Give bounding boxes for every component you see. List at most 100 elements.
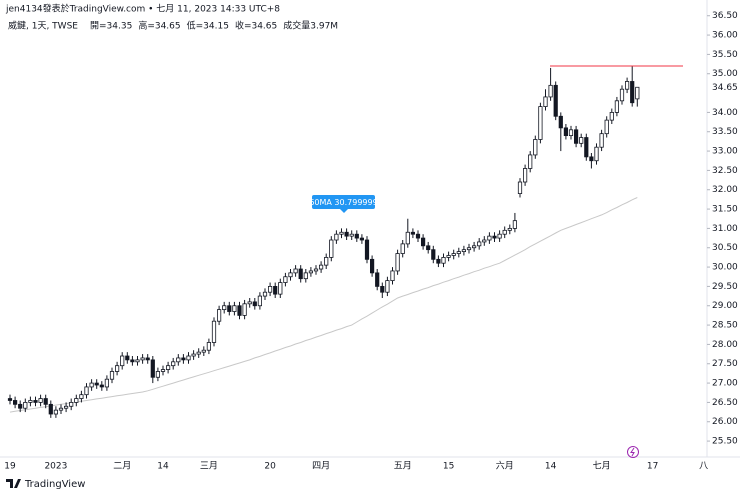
candle-body	[385, 280, 390, 293]
logo-mark	[6, 479, 21, 488]
candle-body	[584, 137, 589, 158]
candle-body	[538, 106, 543, 140]
y-tick-label: 26.50	[712, 398, 738, 408]
candle-body	[135, 359, 140, 363]
candle-body	[308, 270, 314, 274]
candle-body	[288, 272, 293, 278]
candle-body	[262, 291, 268, 297]
candle-body	[145, 357, 150, 361]
y-tick-label: 32.00	[712, 185, 738, 195]
candle-body	[150, 359, 155, 378]
candle-body	[313, 268, 319, 272]
candle-body	[48, 403, 53, 415]
y-tick-label: 30.00	[712, 263, 738, 273]
x-tick-label: 15	[443, 462, 454, 472]
candle-body	[400, 243, 405, 254]
candle-body	[206, 342, 211, 351]
candle-body	[109, 371, 115, 380]
candle-body	[196, 351, 201, 355]
candle-body	[293, 268, 298, 274]
x-tick-label: 八	[699, 462, 708, 472]
y-tick-label: 28.00	[712, 340, 738, 350]
candle-body	[456, 251, 461, 254]
candle-body	[354, 233, 359, 239]
candle-body	[181, 357, 186, 361]
last-price-label: 34.65	[712, 83, 738, 93]
y-tick-label: 32.50	[712, 166, 738, 176]
y-tick-label: 31.50	[712, 205, 738, 215]
candle-body	[94, 382, 99, 386]
candle-body	[237, 305, 242, 316]
candle-body	[278, 282, 283, 295]
legend-item: 低=34.15	[187, 20, 229, 32]
symbol: 威鍵, 1天, TWSE	[8, 20, 78, 32]
candle-body	[533, 139, 538, 156]
candle-body	[369, 258, 375, 274]
candle-body	[451, 253, 456, 256]
candle-body	[482, 239, 487, 243]
candle-body	[487, 235, 492, 241]
candle-body	[619, 88, 625, 102]
candle-body	[441, 257, 446, 264]
candle-body	[563, 127, 569, 137]
candle-body	[589, 156, 594, 162]
candle-body	[115, 365, 120, 372]
footer-logo: TradingView	[6, 479, 85, 490]
replay-icon[interactable]	[627, 446, 639, 458]
annotation-box	[312, 195, 375, 209]
candle-body	[216, 309, 222, 322]
candle-body	[405, 231, 410, 245]
x-tick-label: 14	[157, 462, 169, 472]
candle-body	[528, 154, 533, 169]
replay-bolt	[630, 447, 635, 457]
candle-body	[242, 303, 247, 316]
candle-body	[33, 400, 38, 403]
candle-body	[543, 96, 548, 108]
x-tick-label: 14	[545, 462, 557, 472]
legend-item: 收=34.65	[235, 20, 277, 32]
candle-body	[329, 239, 334, 258]
candle-body	[364, 239, 370, 260]
y-tick-label: 36.50	[712, 11, 738, 21]
y-tick-label: 28.50	[712, 321, 738, 331]
candle-body	[125, 355, 130, 361]
candle-body	[512, 220, 518, 229]
candle-body	[155, 371, 160, 378]
candle-body	[594, 146, 599, 162]
candle-body	[420, 237, 426, 247]
candle-body	[12, 400, 18, 405]
candle-body	[334, 233, 339, 241]
candle-body	[58, 407, 64, 411]
candle-body	[130, 359, 135, 363]
candle-body	[477, 241, 482, 247]
candle-body	[604, 119, 609, 135]
candle-body	[471, 245, 477, 249]
candle-body	[446, 255, 451, 258]
footer-text: TradingView	[24, 479, 85, 490]
candle-body	[104, 378, 109, 388]
candle-body	[28, 400, 33, 403]
candle-body	[211, 320, 217, 343]
candle-body	[390, 270, 395, 282]
candle-body	[523, 168, 528, 183]
candle-body	[492, 235, 497, 239]
x-tick-label: 四月	[312, 461, 330, 472]
candle-body	[614, 100, 620, 113]
y-tick-label: 26.00	[712, 417, 738, 427]
candle-body	[43, 398, 48, 405]
candle-body	[599, 133, 604, 148]
candle-body	[53, 409, 59, 415]
candle-body	[64, 405, 69, 409]
candle-body	[99, 384, 104, 388]
candle-body	[191, 353, 196, 357]
annotation-pointer	[340, 209, 348, 213]
y-tick-label: 27.50	[712, 359, 738, 369]
replay-circle[interactable]	[627, 446, 639, 458]
candle-body	[502, 229, 507, 235]
y-tick-label: 25.50	[712, 437, 738, 447]
x-tick-label: 二月	[113, 461, 131, 472]
candle-body	[79, 394, 84, 399]
candle-body	[344, 231, 349, 237]
